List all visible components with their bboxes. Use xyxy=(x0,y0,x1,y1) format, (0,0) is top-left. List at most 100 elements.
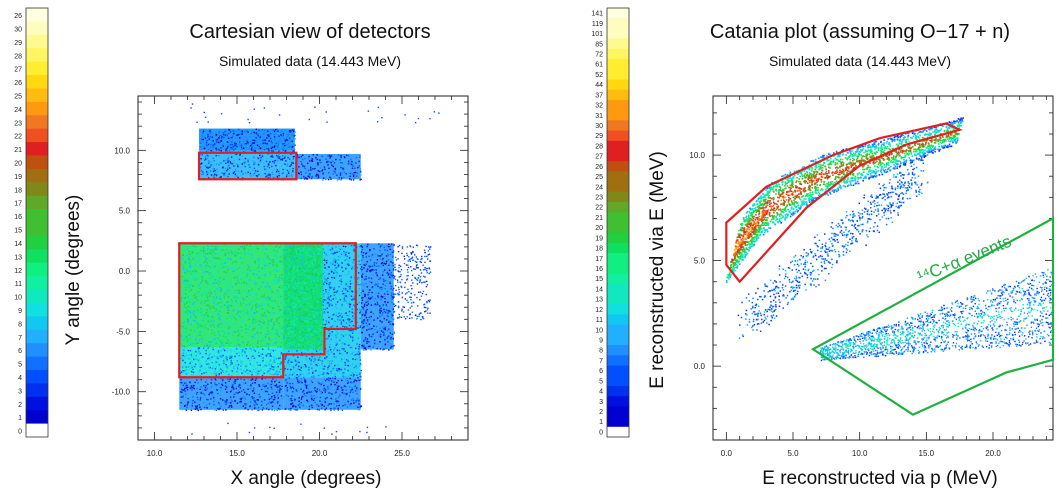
scatter-point xyxy=(244,398,246,401)
colorbar-swatch xyxy=(607,253,629,264)
scatter-point xyxy=(204,270,207,273)
scatter-point xyxy=(209,276,212,278)
scatter-point xyxy=(253,389,256,392)
scatter-point xyxy=(206,297,209,299)
scatter-point xyxy=(248,318,251,321)
scatter-point xyxy=(214,304,217,306)
scatter-point xyxy=(337,315,339,318)
scatter-point xyxy=(275,276,277,278)
scatter-point xyxy=(359,312,361,314)
scatter-point xyxy=(333,294,336,296)
scatter-point xyxy=(200,378,202,381)
scatter-point xyxy=(336,369,338,372)
scatter-point xyxy=(267,258,270,260)
scatter-point xyxy=(208,354,210,356)
scatter-point xyxy=(301,395,303,398)
scatter-point xyxy=(237,330,239,333)
scatter-point xyxy=(363,284,366,287)
scatter-point xyxy=(231,386,233,388)
scatter-point xyxy=(227,344,230,346)
scatter-point xyxy=(383,326,385,328)
scatter-point xyxy=(359,341,361,343)
scatter-point xyxy=(343,385,346,387)
colorbar-swatch xyxy=(607,8,629,19)
scatter-point xyxy=(368,323,371,325)
scatter-point xyxy=(221,302,223,305)
scatter-point xyxy=(221,356,223,358)
scatter-point xyxy=(280,316,282,319)
scatter-point xyxy=(240,365,242,367)
scatter-point xyxy=(244,407,247,409)
scatter-point xyxy=(296,378,299,380)
scatter-point xyxy=(202,249,205,251)
scatter-point xyxy=(322,289,324,292)
scatter-point xyxy=(227,295,230,298)
scatter-point xyxy=(321,362,323,365)
scatter-point xyxy=(350,404,352,407)
scatter-point xyxy=(360,251,363,253)
scatter-point xyxy=(184,358,187,360)
scatter-point xyxy=(290,403,292,405)
scatter-point xyxy=(239,387,242,389)
scatter-point xyxy=(215,342,217,345)
scatter-point xyxy=(324,400,326,402)
scatter-point xyxy=(381,288,384,290)
scatter-point xyxy=(366,270,368,273)
scatter-point xyxy=(361,256,363,258)
scatter-point xyxy=(202,269,205,272)
scatter-point xyxy=(270,312,273,314)
scatter-point xyxy=(205,339,208,341)
scatter-point xyxy=(264,311,266,314)
scatter-point xyxy=(383,269,386,271)
scatter-point xyxy=(386,319,388,321)
scatter-point xyxy=(245,331,247,334)
scatter-point xyxy=(382,304,385,306)
scatter-point xyxy=(324,360,327,362)
scatter-point xyxy=(283,385,285,387)
scatter-point xyxy=(208,310,210,312)
scatter-point xyxy=(239,397,242,400)
scatter-point xyxy=(366,265,369,267)
scatter-point xyxy=(278,317,280,319)
scatter-point xyxy=(323,365,326,368)
scatter-point xyxy=(249,244,251,246)
scatter-point xyxy=(340,280,343,283)
scatter-point xyxy=(358,353,360,356)
scatter-point xyxy=(341,243,343,246)
scatter-point xyxy=(343,312,346,315)
scatter-point xyxy=(293,364,296,366)
scatter-point xyxy=(328,303,330,306)
scatter-point xyxy=(228,373,230,376)
scatter-point xyxy=(288,350,290,352)
x-tick-label: 10.0 xyxy=(147,449,163,458)
scatter-point xyxy=(236,276,238,278)
scatter-point xyxy=(379,305,381,307)
scatter-point xyxy=(193,303,195,305)
scatter-point xyxy=(346,382,349,384)
scatter-point xyxy=(210,339,213,341)
scatter-point xyxy=(302,404,305,407)
scatter-point xyxy=(238,248,240,250)
scatter-point xyxy=(273,356,275,358)
scatter-point xyxy=(301,365,303,367)
scatter-point xyxy=(250,385,252,388)
colorbar-label: 10 xyxy=(14,295,22,302)
scatter-point xyxy=(320,390,322,393)
scatter-point xyxy=(348,295,350,297)
scatter-point xyxy=(185,263,187,266)
scatter-point xyxy=(200,392,202,394)
scatter-point xyxy=(208,295,211,297)
scatter-point xyxy=(227,327,230,330)
scatter-point xyxy=(336,272,339,275)
scatter-point xyxy=(365,272,367,275)
scatter-point xyxy=(328,405,330,408)
scatter-point xyxy=(280,309,282,312)
scatter-point xyxy=(328,403,330,405)
scatter-point xyxy=(188,338,191,340)
scatter-point xyxy=(325,323,328,325)
scatter-point xyxy=(315,363,318,366)
scatter-point xyxy=(363,325,365,328)
scatter-point xyxy=(251,371,254,373)
scatter-point xyxy=(356,405,358,407)
scatter-point xyxy=(377,296,379,299)
